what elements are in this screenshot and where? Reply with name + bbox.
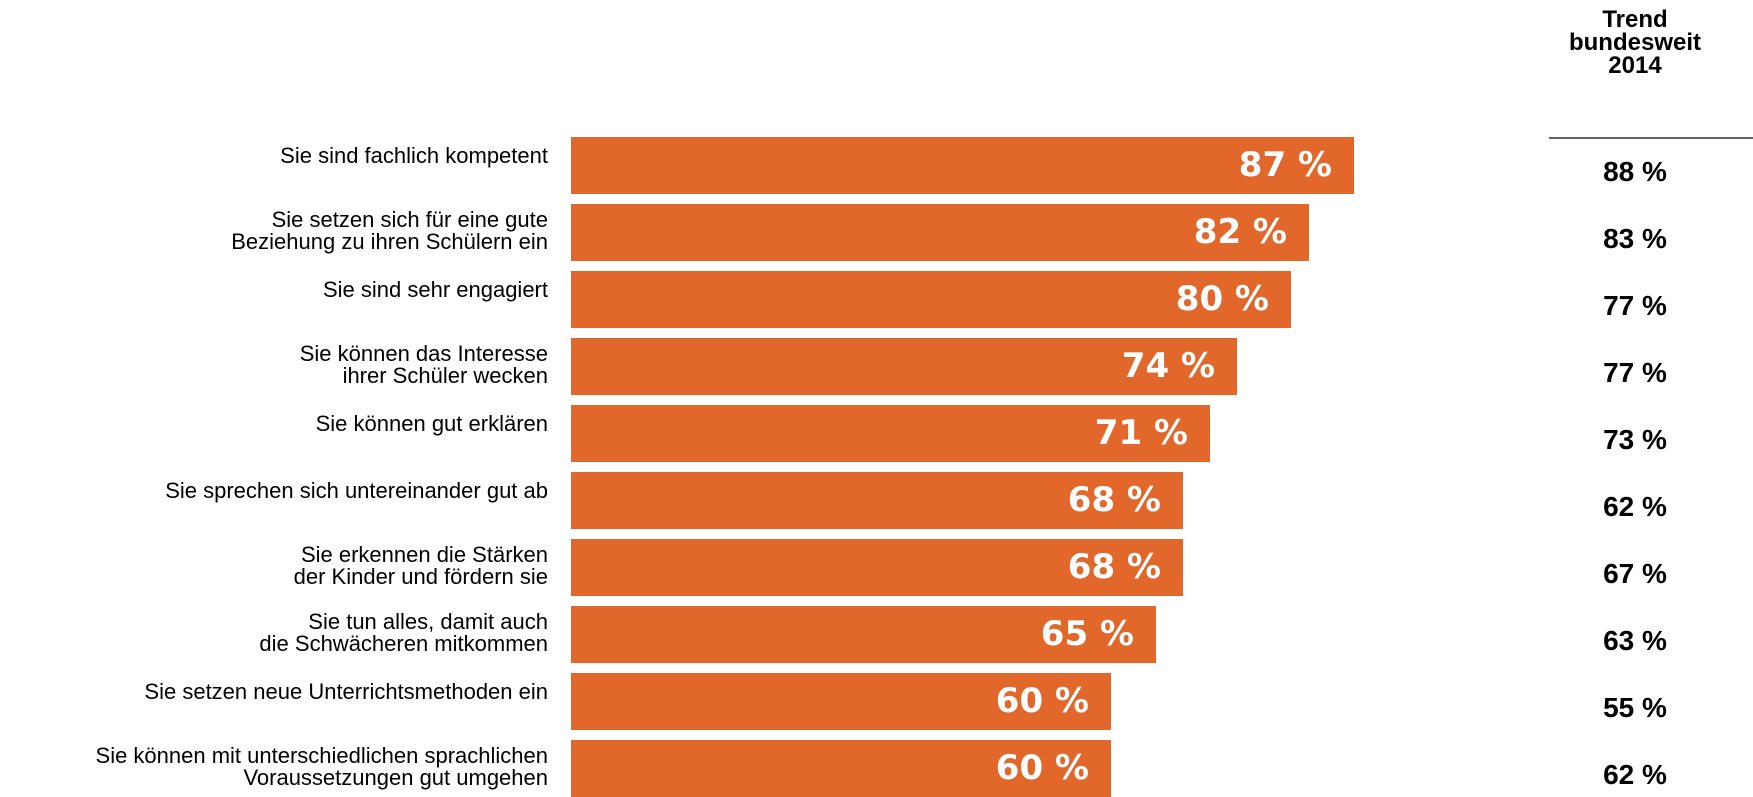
category-label-line: Sie setzen sich für eine gute [271,206,548,232]
category-label-line: Sie sind sehr engagiert [322,277,548,302]
trend-value: 62 % [1603,759,1667,790]
bar [571,405,1210,462]
bar [571,606,1156,663]
trend-value: 67 % [1603,558,1667,589]
bar [571,137,1354,194]
category-label-line: Sie setzen neue Unterrichtsmethoden ein [144,679,548,704]
trend-value: 88 % [1603,156,1667,187]
category-label-line: ihrer Schüler wecken [342,362,548,388]
category-label: Sie sprechen sich untereinander gut ab [0,480,548,502]
category-label-line: Voraussetzungen gut umgehen [243,764,548,790]
bar-chart: Trend bundesweit 2014 87 % Sie sind fachl… [0,6,1753,797]
bar-value-label: 68 % [1067,480,1161,520]
category-label: Sie können mit unterschiedlichen sprachl… [0,742,548,790]
category-label: Sie können das Interesse ihrer Schüler we… [0,340,548,388]
category-label-line: Sie können das Interesse [299,340,548,366]
trend-value: 55 % [1603,692,1667,723]
bar [571,472,1183,529]
trend-value: 77 % [1603,290,1667,321]
bar [571,539,1183,596]
bar [571,673,1111,730]
category-label-line: Sie sind fachlich kompetent [280,143,548,168]
trend-header: Trend bundesweit 2014 [1555,6,1715,79]
trend-header-line-3: 2014 [1608,52,1662,79]
category-label-line: der Kinder und fördern sie [293,563,548,589]
category-label-line: Sie können gut erklären [315,411,548,436]
bar [571,271,1291,328]
trend-value: 73 % [1603,424,1667,455]
trend-header-line-1: Trend [1602,6,1668,33]
bar-value-label: 65 % [1040,614,1134,654]
category-label: Sie setzen sich für eine gute Beziehung z… [0,206,548,254]
bar-value-label: 71 % [1094,413,1188,453]
category-label-line: Beziehung zu ihren Schülern ein [231,228,548,254]
trend-header-line-2: bundesweit [1568,29,1701,56]
category-label: Sie sind fachlich kompetent [0,145,548,167]
category-label-line: Sie sprechen sich untereinander gut ab [165,478,548,503]
category-label-line: die Schwächeren mitkommen [259,630,548,656]
bar-value-label: 68 % [1067,547,1161,587]
trend-value: 63 % [1603,625,1667,656]
bar-value-label: 74 % [1121,346,1215,386]
category-label-line: Sie können mit unterschiedlichen sprachl… [95,742,548,768]
trend-value: 62 % [1603,491,1667,522]
bar-value-label: 80 % [1175,279,1269,319]
bar [571,204,1309,261]
bar [571,338,1237,395]
category-label: Sie tun alles, damit auch die Schwächeren… [0,608,548,656]
bar-value-label: 60 % [995,681,1089,721]
bar-value-label: 60 % [995,748,1089,788]
category-label: Sie erkennen die Stärken der Kinder und f… [0,541,548,589]
category-label: Sie sind sehr engagiert [0,279,548,301]
bar-value-label: 87 % [1238,145,1332,185]
category-label-line: Sie tun alles, damit auch [308,608,548,634]
category-label-line: Sie erkennen die Stärken [300,541,548,567]
category-label: Sie setzen neue Unterrichtsmethoden ein [0,681,548,703]
category-label: Sie können gut erklären [0,413,548,435]
trend-value: 77 % [1603,357,1667,388]
trend-header-rule [1549,137,1753,139]
trend-value: 83 % [1603,223,1667,254]
bar-value-label: 82 % [1193,212,1287,252]
